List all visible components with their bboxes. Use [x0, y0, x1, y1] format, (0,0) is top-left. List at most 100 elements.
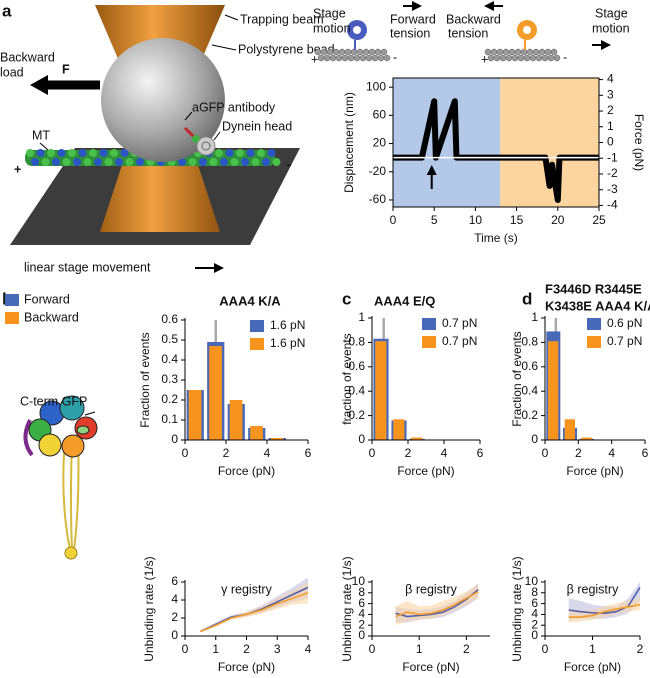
diagram-label: Trapping beam: [240, 12, 324, 26]
bar: [270, 438, 284, 440]
y-tick-label: 10: [525, 574, 539, 588]
series-line: [568, 603, 641, 618]
tubulin: [529, 54, 537, 62]
tubulin: [41, 158, 50, 166]
y-tick-label: 4: [171, 592, 178, 606]
y-tick-label: 4: [358, 607, 365, 621]
tubulin: [356, 48, 364, 56]
x-tick-label: 20: [551, 213, 565, 227]
series-line: [395, 591, 479, 618]
panel-label: d: [522, 289, 532, 308]
tubulin: [535, 54, 543, 62]
y-tick-label: 6: [358, 596, 365, 610]
panel-label: c: [342, 289, 351, 308]
inset-label: Forward: [390, 12, 436, 26]
bar: [548, 341, 559, 440]
tubulin: [553, 54, 561, 62]
y-tick-label: 2: [358, 617, 365, 631]
tubulin: [523, 54, 531, 62]
y-tick-label: 60: [373, 108, 387, 122]
diagram-label: +: [14, 162, 21, 176]
tubulin: [220, 158, 228, 166]
y-tick-label: 0: [358, 432, 365, 446]
bar: [209, 346, 222, 440]
y2-tick-label: 0: [607, 135, 614, 149]
y-tick-label: 0.6: [161, 312, 178, 326]
y-tick-label: 6: [171, 574, 178, 588]
y-axis-label: Unbinding rate (1/s): [340, 556, 354, 661]
y-axis-label: Unbinding rate (1/s): [510, 556, 524, 661]
tubulin: [514, 48, 522, 56]
gfp-label: C-term GFP: [20, 394, 87, 408]
inset-label: tension: [448, 26, 488, 40]
y-tick-label: 1: [531, 310, 538, 324]
y2-tick-label: 2: [607, 103, 614, 117]
legend-swatch: [422, 336, 436, 348]
y-tick-label: 0.6: [348, 359, 365, 373]
chart-title: AAA4 K/A: [219, 293, 281, 308]
y-tick-label: 4: [531, 607, 538, 621]
diagram-label: aGFP antibody: [192, 100, 276, 114]
tubulin: [359, 54, 367, 62]
x-axis-label: Force (pN): [566, 464, 623, 478]
tubulin: [371, 54, 379, 62]
tubulin: [541, 54, 549, 62]
tubulin: [178, 158, 186, 166]
y-tick-label: 0: [531, 628, 538, 642]
diagram-label: MT: [32, 128, 50, 142]
x-tick-label: 0: [182, 446, 189, 460]
tubulin: [335, 54, 343, 62]
y-tick-label: 0: [171, 432, 178, 446]
inset-label: tension: [390, 26, 430, 40]
tubulin: [493, 54, 501, 62]
x-tick-label: 4: [305, 642, 312, 656]
tubulin: [332, 48, 340, 56]
tubulin: [374, 48, 382, 56]
y2-tick-label: -3: [607, 182, 618, 196]
tubulin: [505, 54, 513, 62]
y-tick-label: 0: [171, 628, 178, 642]
y2-tick-label: -4: [607, 198, 618, 212]
y-tick-label: -60: [369, 192, 387, 206]
y-tick-label: 8: [358, 585, 365, 599]
tubulin: [544, 48, 552, 56]
x-tick-label: 2: [405, 446, 412, 460]
diagram-label: Polystyrene bead: [238, 42, 335, 56]
tubulin: [517, 54, 525, 62]
y2-tick-label: 4: [607, 72, 614, 86]
tubulin: [99, 149, 108, 157]
tubulin: [490, 48, 498, 56]
tubulin: [125, 158, 134, 166]
tubulin: [236, 149, 244, 157]
tubulin: [338, 48, 346, 56]
tubulin: [538, 48, 546, 56]
tubulin: [246, 149, 255, 157]
series-line: [395, 588, 479, 618]
tubulin: [52, 158, 60, 166]
legend-label: Forward: [24, 292, 70, 306]
x-tick-label: 0: [369, 446, 376, 460]
y-tick-label: 0.5: [161, 332, 178, 346]
tubulin: [26, 149, 34, 157]
tubulin: [31, 158, 39, 166]
y-tick-label: 20: [373, 136, 387, 150]
bar: [564, 419, 575, 440]
bar: [188, 390, 202, 440]
x-axis-label: Force (pN): [402, 660, 459, 674]
tubulin: [496, 48, 504, 56]
tubulin: [502, 48, 510, 56]
legend-swatch: [250, 338, 264, 350]
tubulin: [267, 149, 276, 157]
y-tick-label: -20: [369, 164, 387, 178]
tubulin: [365, 54, 373, 62]
tubulin: [323, 54, 331, 62]
tubulin: [257, 149, 265, 157]
x-tick-label: 0: [369, 642, 376, 656]
tubulin: [380, 48, 388, 56]
x-tick-label: 15: [510, 213, 524, 227]
y-tick-label: 0: [531, 432, 538, 446]
tubulin: [57, 149, 66, 157]
x-tick-label: 4: [264, 446, 271, 460]
tubulin: [104, 158, 113, 166]
tubulin: [136, 158, 144, 166]
